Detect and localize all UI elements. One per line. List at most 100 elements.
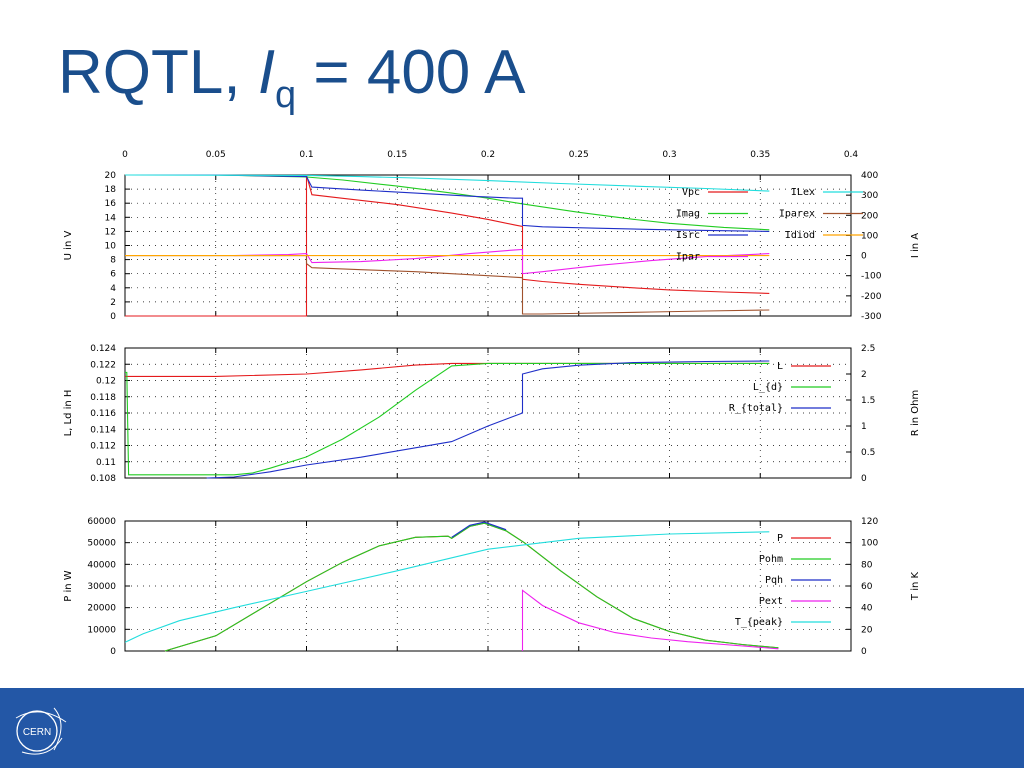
y-tick-label: 16 — [105, 199, 117, 209]
y-tick-label: 14 — [105, 213, 117, 223]
series-line-isrc — [125, 174, 770, 232]
legend-entry-label: Imag — [676, 209, 700, 220]
legend-entry-label: ILex — [791, 187, 815, 198]
series-line-tpeak — [125, 531, 770, 643]
series-line-pext — [521, 589, 779, 651]
title-subscript: q — [275, 74, 297, 116]
series-line-rtotal — [206, 360, 770, 479]
y2-axis-label: I in A — [910, 233, 921, 258]
y-axis-label: L, Ld in H — [63, 390, 74, 437]
y-tick-label: 10000 — [87, 625, 116, 635]
y-tick-label: 0.124 — [90, 344, 116, 354]
y-tick-label: 40000 — [87, 560, 116, 570]
y2-tick-label: 0 — [861, 252, 867, 262]
y-tick-label: 0 — [110, 647, 116, 657]
y2-tick-label: 200 — [861, 211, 878, 221]
legend-entry-label: Iparex — [779, 209, 815, 220]
series-line-pohm — [164, 522, 779, 652]
y2-tick-label: 300 — [861, 191, 878, 201]
footer-band: CERN — [0, 688, 1024, 768]
y-tick-label: 0 — [110, 312, 116, 322]
y-tick-label: 12 — [105, 227, 116, 237]
slide-title: RQTL, Iq = 400 A — [58, 42, 525, 115]
y-tick-label: 30000 — [87, 582, 116, 592]
series-line-iparex — [125, 255, 770, 315]
legend-entry-label: Isrc — [676, 230, 700, 241]
y2-axis-label: T in K — [910, 571, 921, 601]
y-axis-label: U in V — [63, 231, 74, 261]
x-top-tick-label: 0.15 — [387, 150, 407, 160]
y-tick-label: 50000 — [87, 539, 116, 549]
legend-entry-label: Pext — [759, 596, 783, 607]
legend-entry-label: Idiod — [785, 230, 815, 241]
y2-tick-label: 0 — [861, 647, 867, 657]
y2-tick-label: 80 — [861, 560, 873, 570]
y2-tick-label: 0 — [861, 474, 867, 484]
title-variable: I — [257, 38, 276, 107]
y2-tick-label: 120 — [861, 517, 878, 527]
legend-entry-label: L — [777, 361, 783, 372]
y2-tick-label: 20 — [861, 625, 873, 635]
x-top-tick-label: 0.2 — [481, 150, 495, 160]
y-tick-label: 0.11 — [96, 458, 116, 468]
series-line-pqh — [451, 521, 507, 538]
legend-entry-label: T_{peak} — [735, 617, 783, 628]
y2-tick-label: 2 — [861, 370, 867, 380]
legend-entry-label: R_{total} — [729, 403, 783, 414]
x-top-tick-label: 0 — [122, 150, 128, 160]
y2-tick-label: 60 — [861, 582, 873, 592]
x-top-tick-label: 0.1 — [299, 150, 313, 160]
legend-entry-label: P — [777, 533, 783, 544]
series-line-ld — [125, 362, 770, 476]
series-line-vpc — [125, 174, 770, 317]
y-tick-label: 60000 — [87, 517, 116, 527]
y2-tick-label: -100 — [861, 272, 882, 282]
y-tick-label: 0.12 — [96, 377, 116, 387]
legend-entry-label: Vpc — [682, 187, 700, 198]
y2-tick-label: -300 — [861, 312, 882, 322]
y-axis-label: P in W — [63, 570, 74, 602]
y-tick-label: 20 — [105, 171, 117, 181]
y2-axis-label: R in Ohm — [910, 390, 921, 436]
y-tick-label: 0.116 — [90, 409, 116, 419]
y2-tick-label: 1 — [861, 422, 867, 432]
y-tick-label: 20000 — [87, 604, 116, 614]
title-suffix: = 400 A — [296, 38, 526, 107]
x-top-tick-label: 0.25 — [569, 150, 589, 160]
legend-entry-label: L_{d} — [753, 382, 783, 393]
y-tick-label: 10 — [105, 242, 117, 252]
y2-tick-label: 1.5 — [861, 396, 875, 406]
y2-tick-label: -200 — [861, 292, 882, 302]
y-tick-label: 4 — [110, 284, 116, 294]
x-top-tick-label: 0.05 — [206, 150, 226, 160]
series-line-imag — [125, 174, 770, 231]
cern-logo-icon: CERN — [15, 707, 67, 755]
y-tick-label: 0.114 — [90, 425, 116, 435]
series-line-p — [164, 522, 779, 652]
x-top-tick-label: 0.4 — [844, 150, 859, 160]
y2-tick-label: 0.5 — [861, 448, 875, 458]
x-top-tick-label: 0.3 — [662, 150, 676, 160]
series-line-l — [125, 362, 770, 377]
y-tick-label: 0.112 — [90, 442, 116, 452]
y-tick-label: 6 — [110, 270, 116, 280]
y-tick-label: 0.118 — [90, 393, 116, 403]
chart-figure: 02468101214161820-300-200-10001002003004… — [63, 150, 921, 657]
series-line-ilex — [125, 174, 770, 192]
legend-entry-label: Ipar — [676, 252, 700, 263]
x-top-tick-label: 0.35 — [750, 150, 770, 160]
y2-tick-label: 400 — [861, 171, 878, 181]
y-tick-label: 8 — [110, 256, 116, 266]
y-tick-label: 0.122 — [90, 360, 116, 370]
y2-tick-label: 100 — [861, 231, 878, 241]
legend-entry-label: Pohm — [759, 554, 783, 565]
y-tick-label: 18 — [105, 185, 117, 195]
y2-tick-label: 2.5 — [861, 344, 875, 354]
legend-entry-label: Pqh — [765, 575, 783, 586]
y-tick-label: 2 — [110, 298, 116, 308]
title-prefix: RQTL, — [58, 38, 258, 107]
y2-tick-label: 40 — [861, 604, 873, 614]
y2-tick-label: 100 — [861, 539, 878, 549]
cern-logo-text: CERN — [23, 727, 51, 738]
series-line-ipar — [233, 248, 770, 275]
